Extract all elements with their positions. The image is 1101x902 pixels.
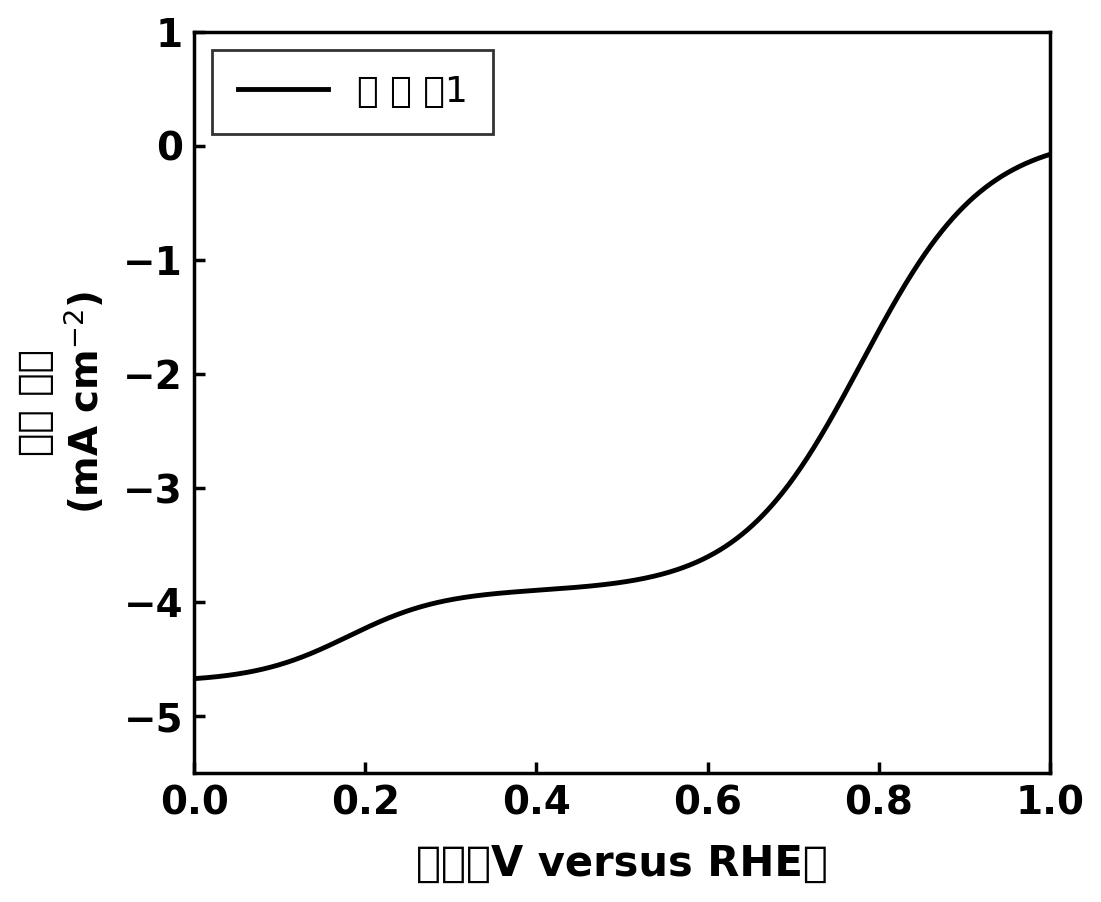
X-axis label: 电势（V versus RHE）: 电势（V versus RHE） <box>416 843 828 886</box>
Y-axis label: 电流 密度
(mA cm$^{-2}$): 电流 密度 (mA cm$^{-2}$) <box>17 290 107 514</box>
Legend: 对 比 例1: 对 比 例1 <box>212 50 493 134</box>
